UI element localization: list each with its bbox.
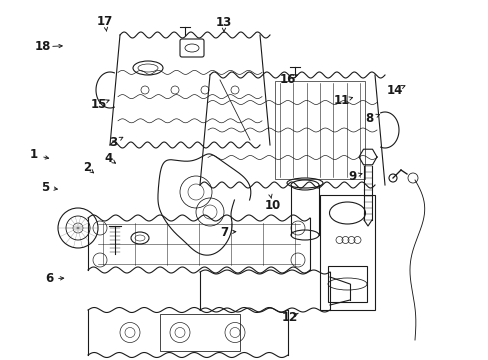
Text: 12: 12: [281, 311, 297, 324]
Text: 17: 17: [97, 15, 113, 28]
Text: 16: 16: [279, 73, 295, 86]
Text: 10: 10: [264, 199, 281, 212]
Text: 5: 5: [41, 181, 49, 194]
Text: 2: 2: [83, 161, 91, 174]
Text: 11: 11: [333, 94, 350, 107]
Text: 8: 8: [365, 112, 372, 125]
Text: 18: 18: [35, 40, 51, 53]
Text: 9: 9: [347, 170, 355, 183]
Text: 13: 13: [215, 16, 232, 29]
Bar: [274, 81, 364, 179]
Bar: [160, 314, 240, 351]
Bar: [319, 195, 374, 310]
Text: 3: 3: [109, 136, 117, 149]
Bar: [327, 266, 366, 302]
Text: 1: 1: [30, 148, 38, 161]
Text: 7: 7: [220, 226, 227, 239]
Text: 6: 6: [45, 273, 53, 285]
Text: 14: 14: [386, 84, 403, 96]
Text: 4: 4: [104, 152, 112, 165]
Text: 15: 15: [90, 98, 107, 111]
